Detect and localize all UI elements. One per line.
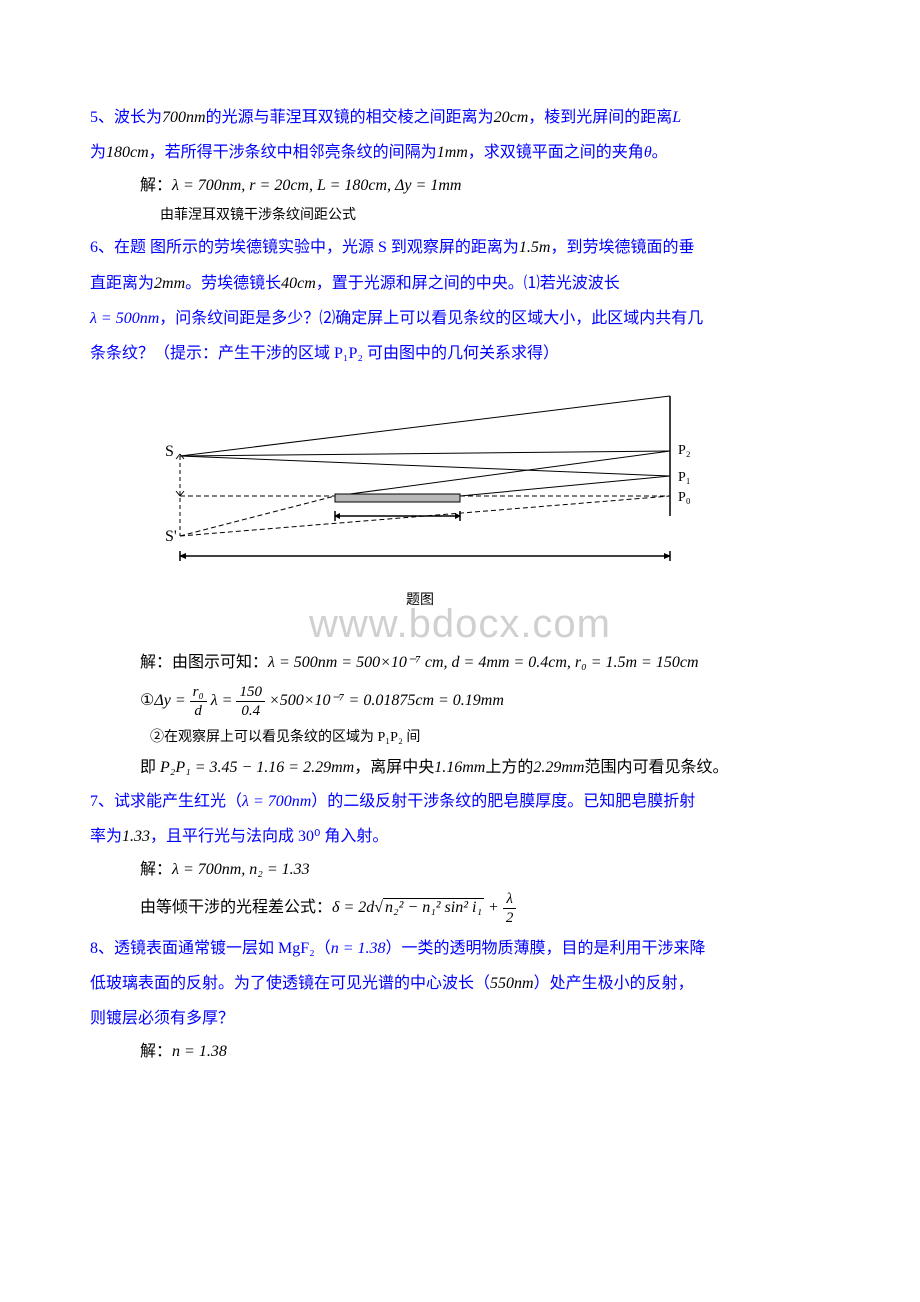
problem-8-line3: 则镀层必须有多厚？: [90, 1001, 830, 1036]
sol-formula: δ = 2d√n₂² − n₁² sin² i₁ + λ2: [332, 899, 516, 916]
sol-text: ①: [140, 692, 154, 709]
p5-text: ，棱到光屏间的距离: [528, 109, 672, 126]
p6-text: ，问条纹间距是多少？⑵确定屏上可以看见条纹的区域大小，此区域内共有几: [159, 310, 703, 327]
p8-text: ）处产生极小的反射，: [534, 975, 694, 992]
p7-val: 1.33: [122, 828, 150, 845]
p7-solution-1: 解：λ = 700nm, n₂ = 1.33: [90, 854, 830, 886]
p6-text: 直距离为: [90, 275, 154, 292]
p5-text: ，若所得干涉条纹中相邻亮条纹的间隔为: [149, 144, 437, 161]
p6-val: 1.5m: [519, 239, 551, 256]
p5-val: 20cm: [494, 109, 529, 126]
sol-text: 范围内可看见条纹。: [584, 759, 728, 776]
p6-text: ，到劳埃德镜面的垂: [550, 239, 694, 256]
p8-solution-1: 解：n = 1.38: [90, 1036, 830, 1068]
p7-text: ）的二级反射干涉条纹的肥皂膜厚度。已知肥皂膜折射: [311, 793, 695, 810]
problem-8: 8、透镜表面通常镀一层如 MgF₂（n = 1.38）一类的透明物质薄膜，目的是…: [90, 931, 830, 966]
problem-8-line2: 低玻璃表面的反射。为了使透镜在可见光谱的中心波长（550nm）处产生极小的反射，: [90, 966, 830, 1001]
sol-label: 解：: [140, 177, 172, 194]
p7-solution-2: 由等倾干涉的光程差公式：δ = 2d√n₂² − n₁² sin² i₁ + λ…: [90, 886, 830, 931]
p5-text: 5、波长为: [90, 109, 162, 126]
diagram-label-sprime: S': [165, 528, 177, 545]
sol-val: 2.29mm: [533, 759, 584, 776]
p8-text: ）一类的透明物质薄膜，目的是利用干涉来降: [386, 940, 706, 957]
diagram-lloyd-mirror: S S' P₂ P₁ P₀: [140, 391, 700, 581]
sol-text: 上方的: [485, 759, 533, 776]
p5-solution-1: 解：λ = 700nm, r = 20cm, L = 180cm, Δy = 1…: [90, 170, 830, 202]
diagram-label-p1: P₁: [678, 470, 691, 485]
p7-text: 率为: [90, 828, 122, 845]
p6-val: 40cm: [281, 275, 316, 292]
sol-text: 即: [140, 759, 156, 776]
p6-solution-2: ①Δy = r₀d λ = 1500.4 ×500×10⁻⁷ = 0.01875…: [90, 679, 830, 724]
p8-formula: n = 1.38: [331, 940, 386, 957]
p5-val: 700nm: [162, 109, 206, 126]
p5-val: 1mm: [437, 144, 468, 161]
sol-formula: λ = 700nm, n₂ = 1.33: [172, 861, 310, 878]
p6-solution-1: 解：由图示可知：λ = 500nm = 500×10⁻⁷ cm, d = 4mm…: [90, 647, 830, 679]
p7-text: ，且平行光与法向成 30⁰ 角入射。: [150, 828, 388, 845]
p5-text: ，求双镜平面之间的夹角: [468, 144, 644, 161]
p7-text: 7、试求能产生红光（: [90, 793, 242, 810]
p5-text: 的光源与菲涅耳双镜的相交棱之间距离为: [206, 109, 494, 126]
p5-var: L: [672, 109, 681, 126]
problem-6-line3: λ = 500nm，问条纹间距是多少？⑵确定屏上可以看见条纹的区域大小，此区域内…: [90, 301, 830, 336]
p8-val: 550nm: [490, 975, 534, 992]
problem-7-line2: 率为1.33，且平行光与法向成 30⁰ 角入射。: [90, 819, 830, 854]
p6-text: 。劳埃德镜长: [185, 275, 281, 292]
sol-formula: P₂P₁ = 3.45 − 1.16 = 2.29mm: [160, 759, 354, 776]
problem-7: 7、试求能产生红光（λ = 700nm）的二级反射干涉条纹的肥皂膜厚度。已知肥皂…: [90, 784, 830, 819]
sol-label: 解：: [140, 861, 172, 878]
diagram-caption: 题图: [140, 586, 700, 617]
sol-formula: Δy = r₀d λ = 1500.4 ×500×10⁻⁷ = 0.01875c…: [154, 692, 504, 709]
diagram-label-p0: P₀: [678, 490, 691, 505]
sol-label: 解：: [140, 1043, 172, 1060]
p5-text: 为: [90, 144, 106, 161]
p6-formula: λ = 500nm: [90, 310, 159, 327]
p7-formula: λ = 700nm: [242, 793, 311, 810]
problem-6-line2: 直距离为2mm。劳埃德镜长40cm，置于光源和屏之间的中央。⑴若光波波长: [90, 266, 830, 301]
p8-text: 低玻璃表面的反射。为了使透镜在可见光谱的中心波长（: [90, 975, 490, 992]
p5-var: θ: [644, 144, 652, 161]
p6-text: 6、在题 图所示的劳埃德镜实验中，光源 S 到观察屏的距离为: [90, 239, 519, 256]
sol-text: ，离屏中央: [354, 759, 434, 776]
sol-formula: λ = 500nm = 500×10⁻⁷ cm, d = 4mm = 0.4cm…: [268, 654, 699, 671]
sol-formula: λ = 700nm, r = 20cm, L = 180cm, Δy = 1mm: [172, 177, 461, 194]
p5-solution-2: 由菲涅耳双镜干涉条纹间距公式: [90, 202, 830, 230]
p5-text: 。: [652, 144, 668, 161]
p6-val: 2mm: [154, 275, 185, 292]
p6-solution-3: ②在观察屏上可以看见条纹的区域为 P₁P₂ 间: [90, 724, 830, 752]
sol-text: 解：由图示可知：: [140, 654, 268, 671]
diagram-label-p2: P₂: [678, 443, 691, 458]
sol-formula: n = 1.38: [172, 1043, 227, 1060]
sol-text: 由等倾干涉的光程差公式：: [140, 899, 332, 916]
problem-5-line2: 为180cm，若所得干涉条纹中相邻亮条纹的间隔为1mm，求双镜平面之间的夹角θ。: [90, 135, 830, 170]
p6-solution-4: 即 P₂P₁ = 3.45 − 1.16 = 2.29mm，离屏中央1.16mm…: [90, 752, 830, 784]
p8-text: 8、透镜表面通常镀一层如 MgF₂（: [90, 940, 331, 957]
p5-val: 180cm: [106, 144, 149, 161]
problem-6: 6、在题 图所示的劳埃德镜实验中，光源 S 到观察屏的距离为1.5m，到劳埃德镜…: [90, 230, 830, 265]
sol-val: 1.16mm: [434, 759, 485, 776]
problem-6-line4: 条条纹？（提示：产生干涉的区域 P₁P₂ 可由图中的几何关系求得）: [90, 336, 830, 371]
problem-5: 5、波长为700nm的光源与菲涅耳双镜的相交棱之间距离为20cm，棱到光屏间的距…: [90, 100, 830, 135]
diagram-label-s: S: [165, 443, 174, 460]
p6-text: ，置于光源和屏之间的中央。⑴若光波波长: [316, 275, 620, 292]
